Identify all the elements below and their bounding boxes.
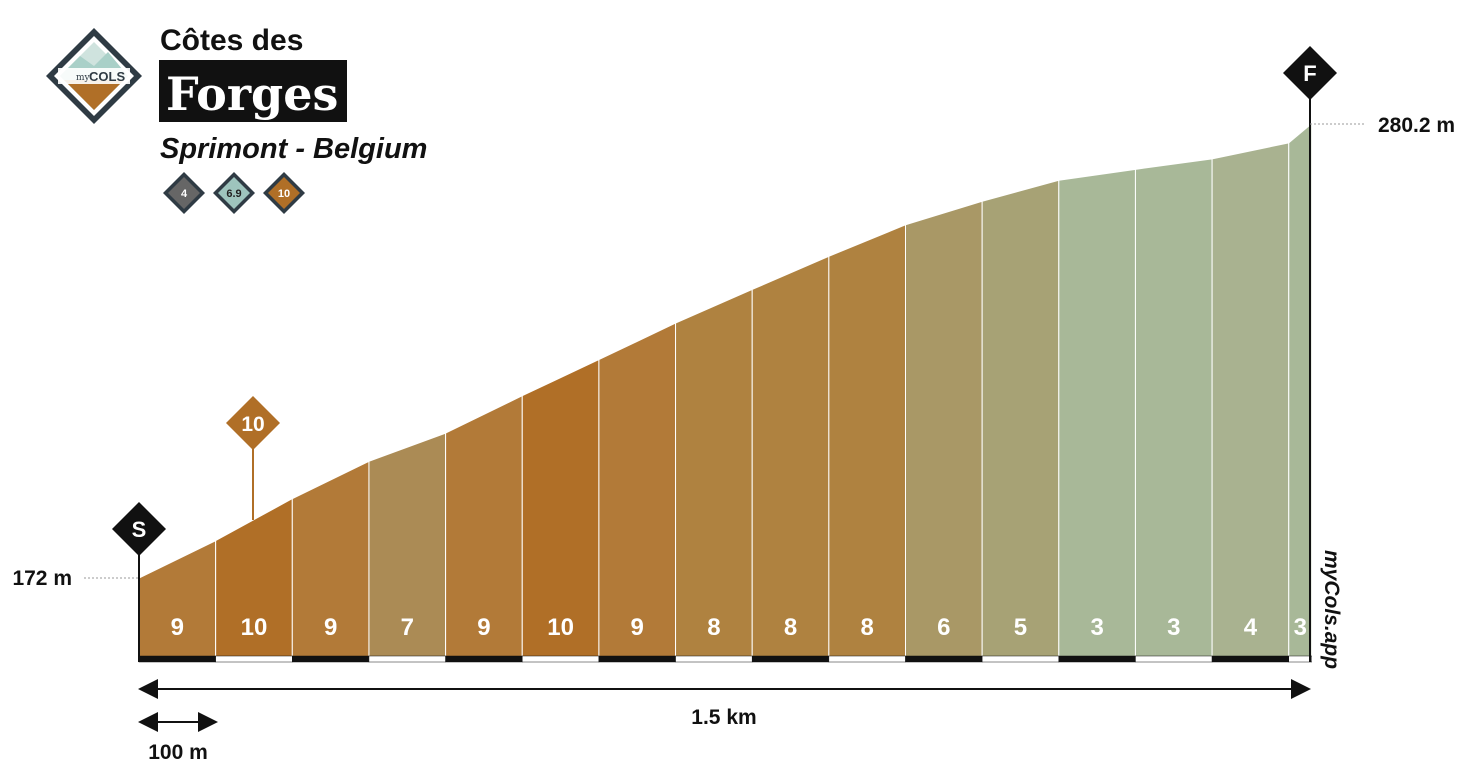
profile-segments: [138, 122, 1313, 663]
gradient-label: 8: [784, 614, 797, 641]
finish-elevation-label: 280.2 m: [1378, 114, 1455, 137]
max-gradient-label: 10: [241, 413, 264, 436]
scale-bar-segment: [1288, 655, 1312, 663]
profile-segment: [1058, 168, 1136, 663]
scale-label: 100 m: [148, 741, 208, 764]
scale-bar-segment: [215, 655, 293, 663]
badge-fill: [218, 177, 250, 209]
gradient-label: 9: [477, 614, 490, 641]
badge-label: 10: [278, 188, 290, 200]
profile-segment: [1134, 158, 1213, 663]
gradient-label: 3: [1294, 614, 1307, 641]
profile-segment: [598, 322, 677, 663]
climb-title: Forges: [166, 67, 338, 121]
profile-segment: [1211, 142, 1290, 663]
climb-title-background: [159, 60, 347, 122]
logo-text-small: my: [76, 73, 91, 83]
scale-bar-segment: [1058, 655, 1136, 663]
total-distance-label: 1.5 km: [691, 706, 756, 729]
scale-bar-segment: [1135, 655, 1213, 663]
scale-bar-segment: [445, 655, 523, 663]
scale-bar-segment: [138, 655, 216, 663]
profile-segment: [828, 224, 906, 663]
scale-bar-segment: [1211, 655, 1289, 663]
profile-segment: [138, 539, 217, 663]
gradient-label: 9: [171, 614, 184, 641]
scale-bar-segment: [905, 655, 983, 663]
gradient-label: 4: [1244, 614, 1258, 641]
badge-label: 6.9: [226, 188, 241, 200]
gradient-label: 5: [1014, 614, 1027, 641]
mycols-logo: my COLS: [46, 28, 142, 124]
profile-segment: [751, 255, 830, 663]
gradient-label: 6: [937, 614, 950, 641]
gradient-label: 8: [707, 614, 720, 641]
scale-bar-segment: [598, 655, 676, 663]
gradient-label: 9: [631, 614, 644, 641]
scale-bar-segment: [368, 655, 446, 663]
gradient-label: 8: [860, 614, 873, 641]
gradient-label: 10: [547, 614, 574, 641]
badge-fill: [268, 177, 300, 209]
start-marker: S: [112, 502, 166, 556]
finish-marker-label: F: [1303, 61, 1316, 86]
gradient-label: 3: [1090, 614, 1103, 641]
scale-bar-segment: [828, 655, 906, 663]
gradient-label: 9: [324, 614, 337, 641]
scale-bar-segment: [292, 655, 370, 663]
start-marker-label: S: [132, 517, 147, 542]
climb-subtitle: Côtes des: [160, 24, 303, 57]
badge-fill: [168, 177, 200, 209]
scale-bar-segment: [751, 655, 830, 663]
gradient-labels: 9 10 9 7 9 10 9 8 8 8 6 5 3 3 4 3: [171, 614, 1307, 641]
scale-bar-segment: [522, 655, 600, 663]
watermark: myCols.app: [1320, 550, 1343, 669]
profile-segment: [981, 179, 1060, 663]
max-gradient-marker: 10: [226, 396, 280, 450]
profile-segment: [905, 200, 983, 663]
badge-label: 4: [181, 188, 188, 200]
gradient-label: 10: [241, 614, 268, 641]
scale-bar-segment: [981, 655, 1060, 663]
gradient-label: 7: [401, 614, 414, 641]
profile-segment: [1288, 122, 1313, 663]
start-elevation-label: 172 m: [12, 567, 72, 590]
gradient-label: 3: [1167, 614, 1180, 641]
difficulty-badges: 4 6.9 10: [163, 172, 305, 214]
logo-text-big: COLS: [89, 69, 125, 84]
climb-location: Sprimont - Belgium: [160, 133, 427, 165]
finish-marker: F: [1283, 46, 1337, 100]
distance-scale-bar: [138, 655, 1312, 663]
profile-segment: [675, 288, 753, 663]
scale-bar-segment: [675, 655, 753, 663]
